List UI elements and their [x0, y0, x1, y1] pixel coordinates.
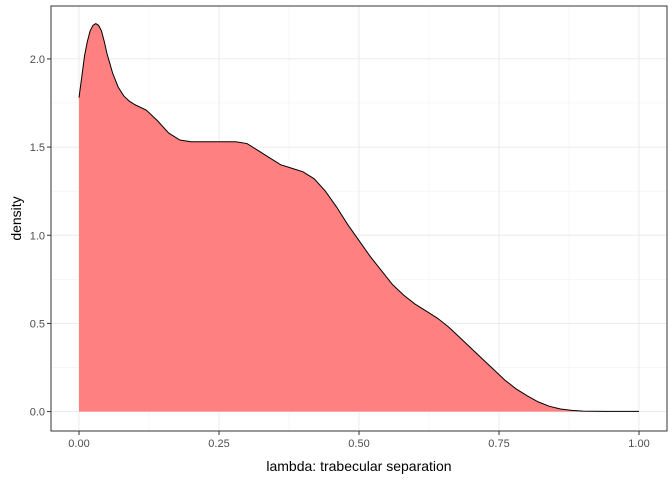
axes: 0.00 0.25 0.50 0.75 1.00 0.0 0.5 1.0 1.5 2.0	[30, 54, 650, 450]
y-tick-label: 1.5	[30, 142, 45, 154]
density-curve-line	[78, 23, 639, 412]
y-tick-label: 0.0	[30, 407, 45, 419]
x-tick-label: 0.00	[68, 438, 89, 450]
y-tick-label: 2.0	[30, 54, 45, 66]
x-tick-label: 0.75	[488, 438, 509, 450]
density-area	[79, 23, 639, 412]
y-axis-title: density	[8, 196, 24, 240]
y-tick-label: 1.0	[30, 230, 45, 242]
x-tick-label: 0.25	[208, 438, 229, 450]
y-tick-label: 0.5	[30, 318, 45, 330]
x-tick-label: 1.00	[628, 438, 649, 450]
x-axis-title: lambda: trabecular separation	[266, 458, 451, 474]
x-tick-label: 0.50	[348, 438, 369, 450]
